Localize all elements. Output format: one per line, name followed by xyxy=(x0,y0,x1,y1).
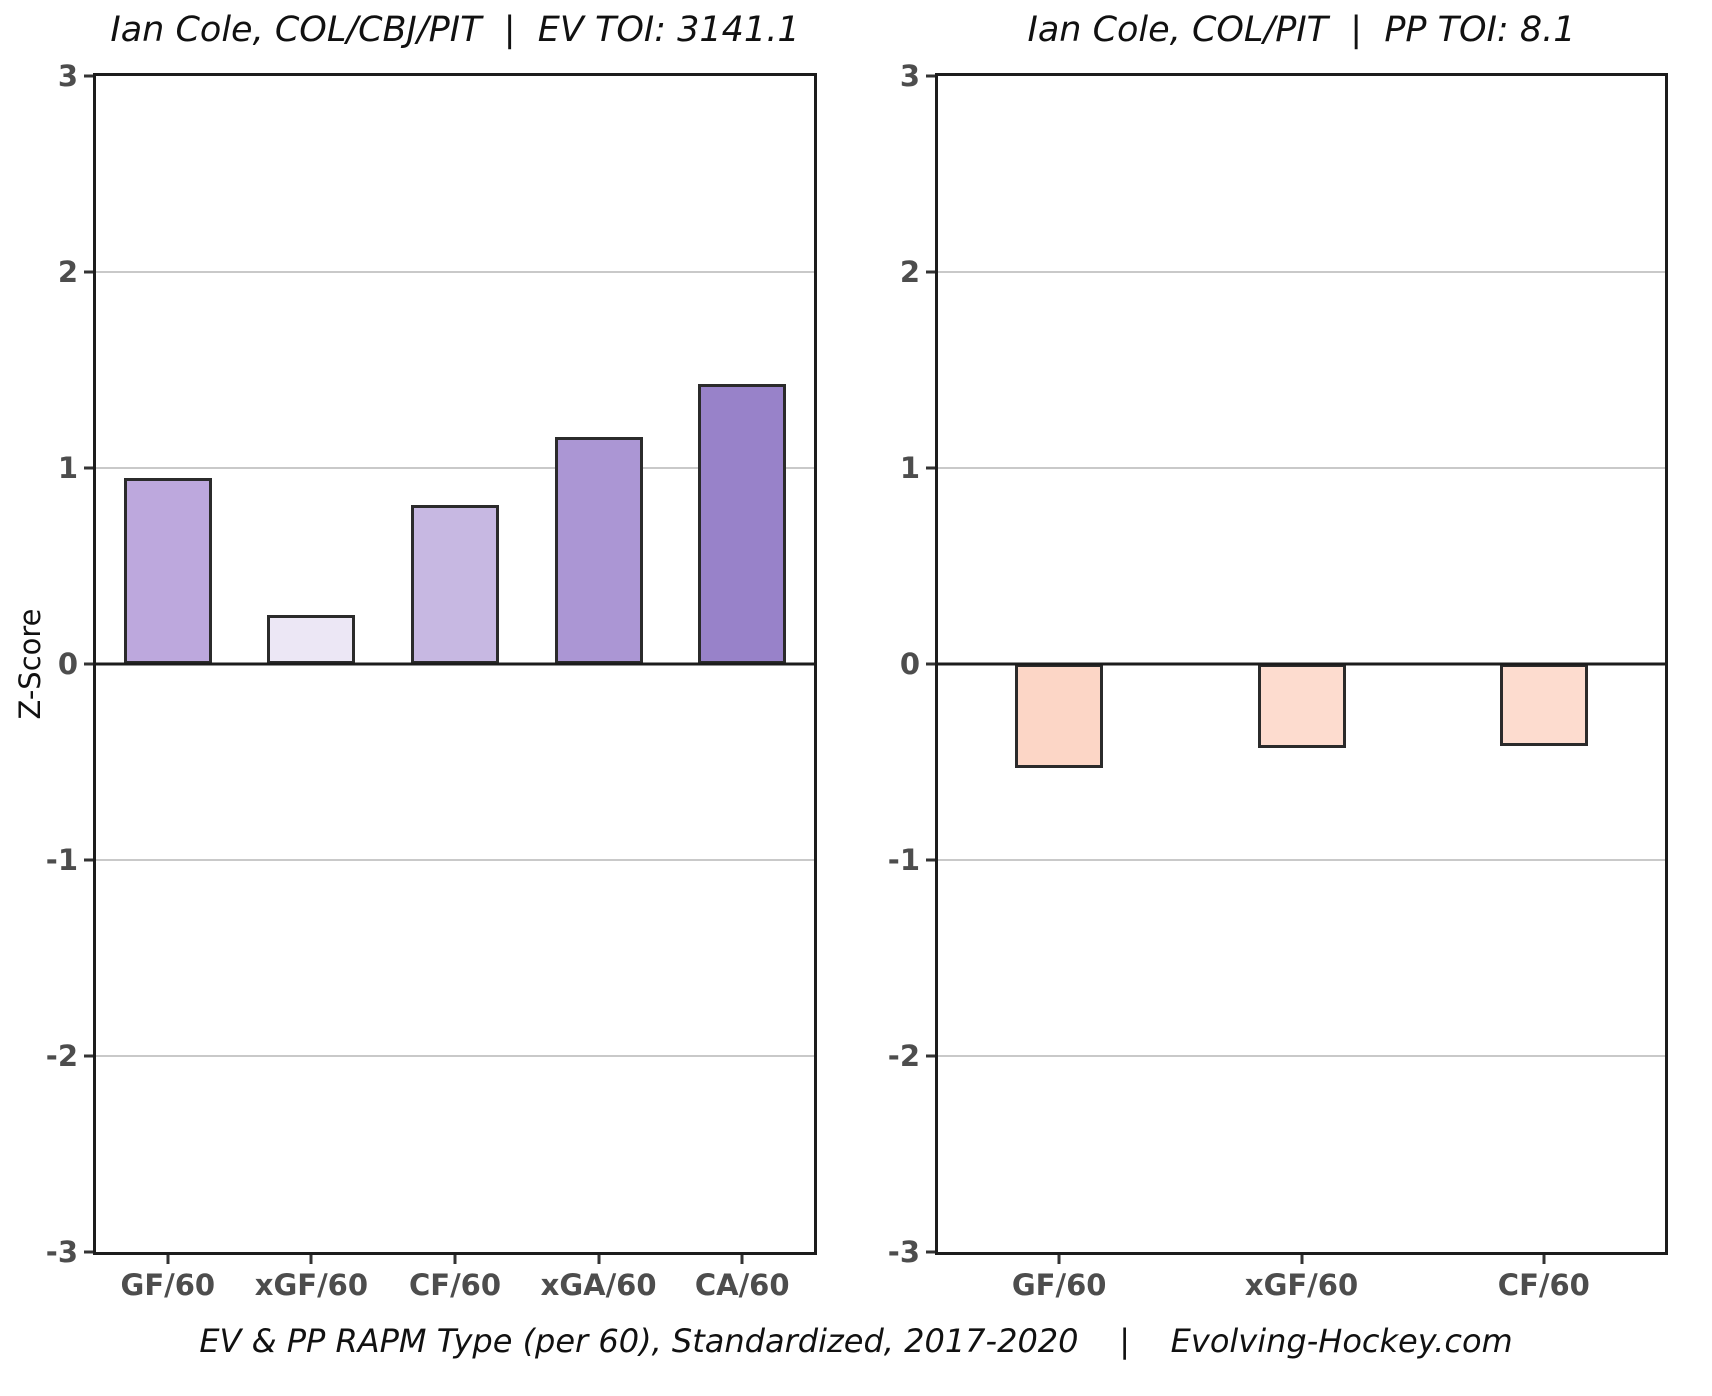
bar-xGF/60 xyxy=(1257,664,1346,749)
y-tick-label-0: 0 xyxy=(899,647,920,681)
bar-xGF/60 xyxy=(267,615,356,664)
y-tick-mark-3 xyxy=(84,74,93,78)
x-tick-mark-xGF/60 xyxy=(1300,1255,1303,1264)
x-tick-mark-CA/60 xyxy=(740,1255,744,1264)
y-tick-mark--3 xyxy=(84,1250,93,1254)
bar-CF/60 xyxy=(1499,664,1588,747)
y-tick-label--3: -3 xyxy=(45,1235,78,1269)
y-tick-label-1: 1 xyxy=(57,451,78,485)
x-tick-label-xGA/60: xGA/60 xyxy=(540,1268,657,1302)
y-tick-mark-2 xyxy=(926,270,935,274)
y-tick-mark--1 xyxy=(84,858,93,862)
x-tick-label-CA/60: CA/60 xyxy=(694,1268,790,1302)
y-tick-mark-0 xyxy=(84,662,93,666)
x-tick-mark-xGA/60 xyxy=(597,1255,601,1264)
y-tick-mark-3 xyxy=(926,74,935,78)
x-tick-mark-GF/60 xyxy=(1057,1255,1061,1264)
y-tick-mark-1 xyxy=(84,466,93,470)
gridline-1 xyxy=(96,467,814,469)
zero-line xyxy=(96,662,814,666)
y-tick-mark-0 xyxy=(926,662,935,666)
y-tick-label-1: 1 xyxy=(899,451,920,485)
x-tick-label-CF/60: CF/60 xyxy=(1497,1268,1590,1302)
gridline--1 xyxy=(96,859,814,861)
gridline-2 xyxy=(96,271,814,273)
pp-chart-title: Ian Cole, COL/PIT | PP TOI: 8.1 xyxy=(1027,10,1576,50)
gridline-1 xyxy=(938,467,1665,469)
zero-line xyxy=(938,662,1665,666)
y-tick-label--3: -3 xyxy=(887,1235,920,1269)
pp-plot-area: 3 2 1 0 -1 -2 -3 GF/60 xGF/60 CF/60 xyxy=(888,59,1668,1302)
y-tick-mark--3 xyxy=(926,1250,935,1254)
x-tick-mark-CF/60 xyxy=(453,1255,457,1264)
ev-plot-area: 3 2 1 0 -1 -2 -3 GF/60 xGF/60 CF/60 xGA/60 CA/60 xyxy=(46,59,817,1302)
gridline--1 xyxy=(938,859,1665,861)
ev-chart-title: Ian Cole, COL/CBJ/PIT | EV TOI: 3141.1 xyxy=(110,10,800,50)
x-tick-label-GF/60: GF/60 xyxy=(1011,1268,1107,1302)
y-tick-label--2: -2 xyxy=(45,1039,78,1073)
y-tick-mark--1 xyxy=(926,858,935,862)
y-tick-label-2: 2 xyxy=(899,255,920,289)
bar-GF/60 xyxy=(1015,664,1104,768)
y-tick-mark-1 xyxy=(926,466,935,470)
y-tick-label-2: 2 xyxy=(57,255,78,289)
bar-xGA/60 xyxy=(554,436,643,664)
gridline--2 xyxy=(938,1055,1665,1057)
figure-caption: EV & PP RAPM Type (per 60), Standardized… xyxy=(199,1322,1513,1360)
y-tick-label--1: -1 xyxy=(887,843,920,877)
x-tick-label-xGF/60: xGF/60 xyxy=(254,1268,369,1302)
bar-GF/60 xyxy=(123,477,212,664)
x-tick-label-CF/60: CF/60 xyxy=(408,1268,502,1302)
y-tick-label-3: 3 xyxy=(899,59,920,93)
y-tick-label--1: -1 xyxy=(45,843,78,877)
y-tick-mark--2 xyxy=(926,1054,935,1058)
x-tick-label-xGF/60: xGF/60 xyxy=(1244,1268,1359,1302)
gridline--2 xyxy=(96,1055,814,1057)
bar-CF/60 xyxy=(411,505,499,664)
y-tick-label--2: -2 xyxy=(887,1039,920,1073)
x-tick-mark-CF/60 xyxy=(1542,1255,1546,1264)
x-tick-mark-xGF/60 xyxy=(309,1255,313,1264)
bar-CA/60 xyxy=(698,383,787,664)
y-tick-label-0: 0 xyxy=(57,647,78,681)
y-tick-label-3: 3 xyxy=(57,59,78,93)
gridline-2 xyxy=(938,271,1665,273)
x-tick-mark-GF/60 xyxy=(166,1255,170,1264)
y-tick-mark-2 xyxy=(84,270,93,274)
x-tick-label-GF/60: GF/60 xyxy=(120,1268,216,1302)
y-tick-mark--2 xyxy=(84,1054,93,1058)
